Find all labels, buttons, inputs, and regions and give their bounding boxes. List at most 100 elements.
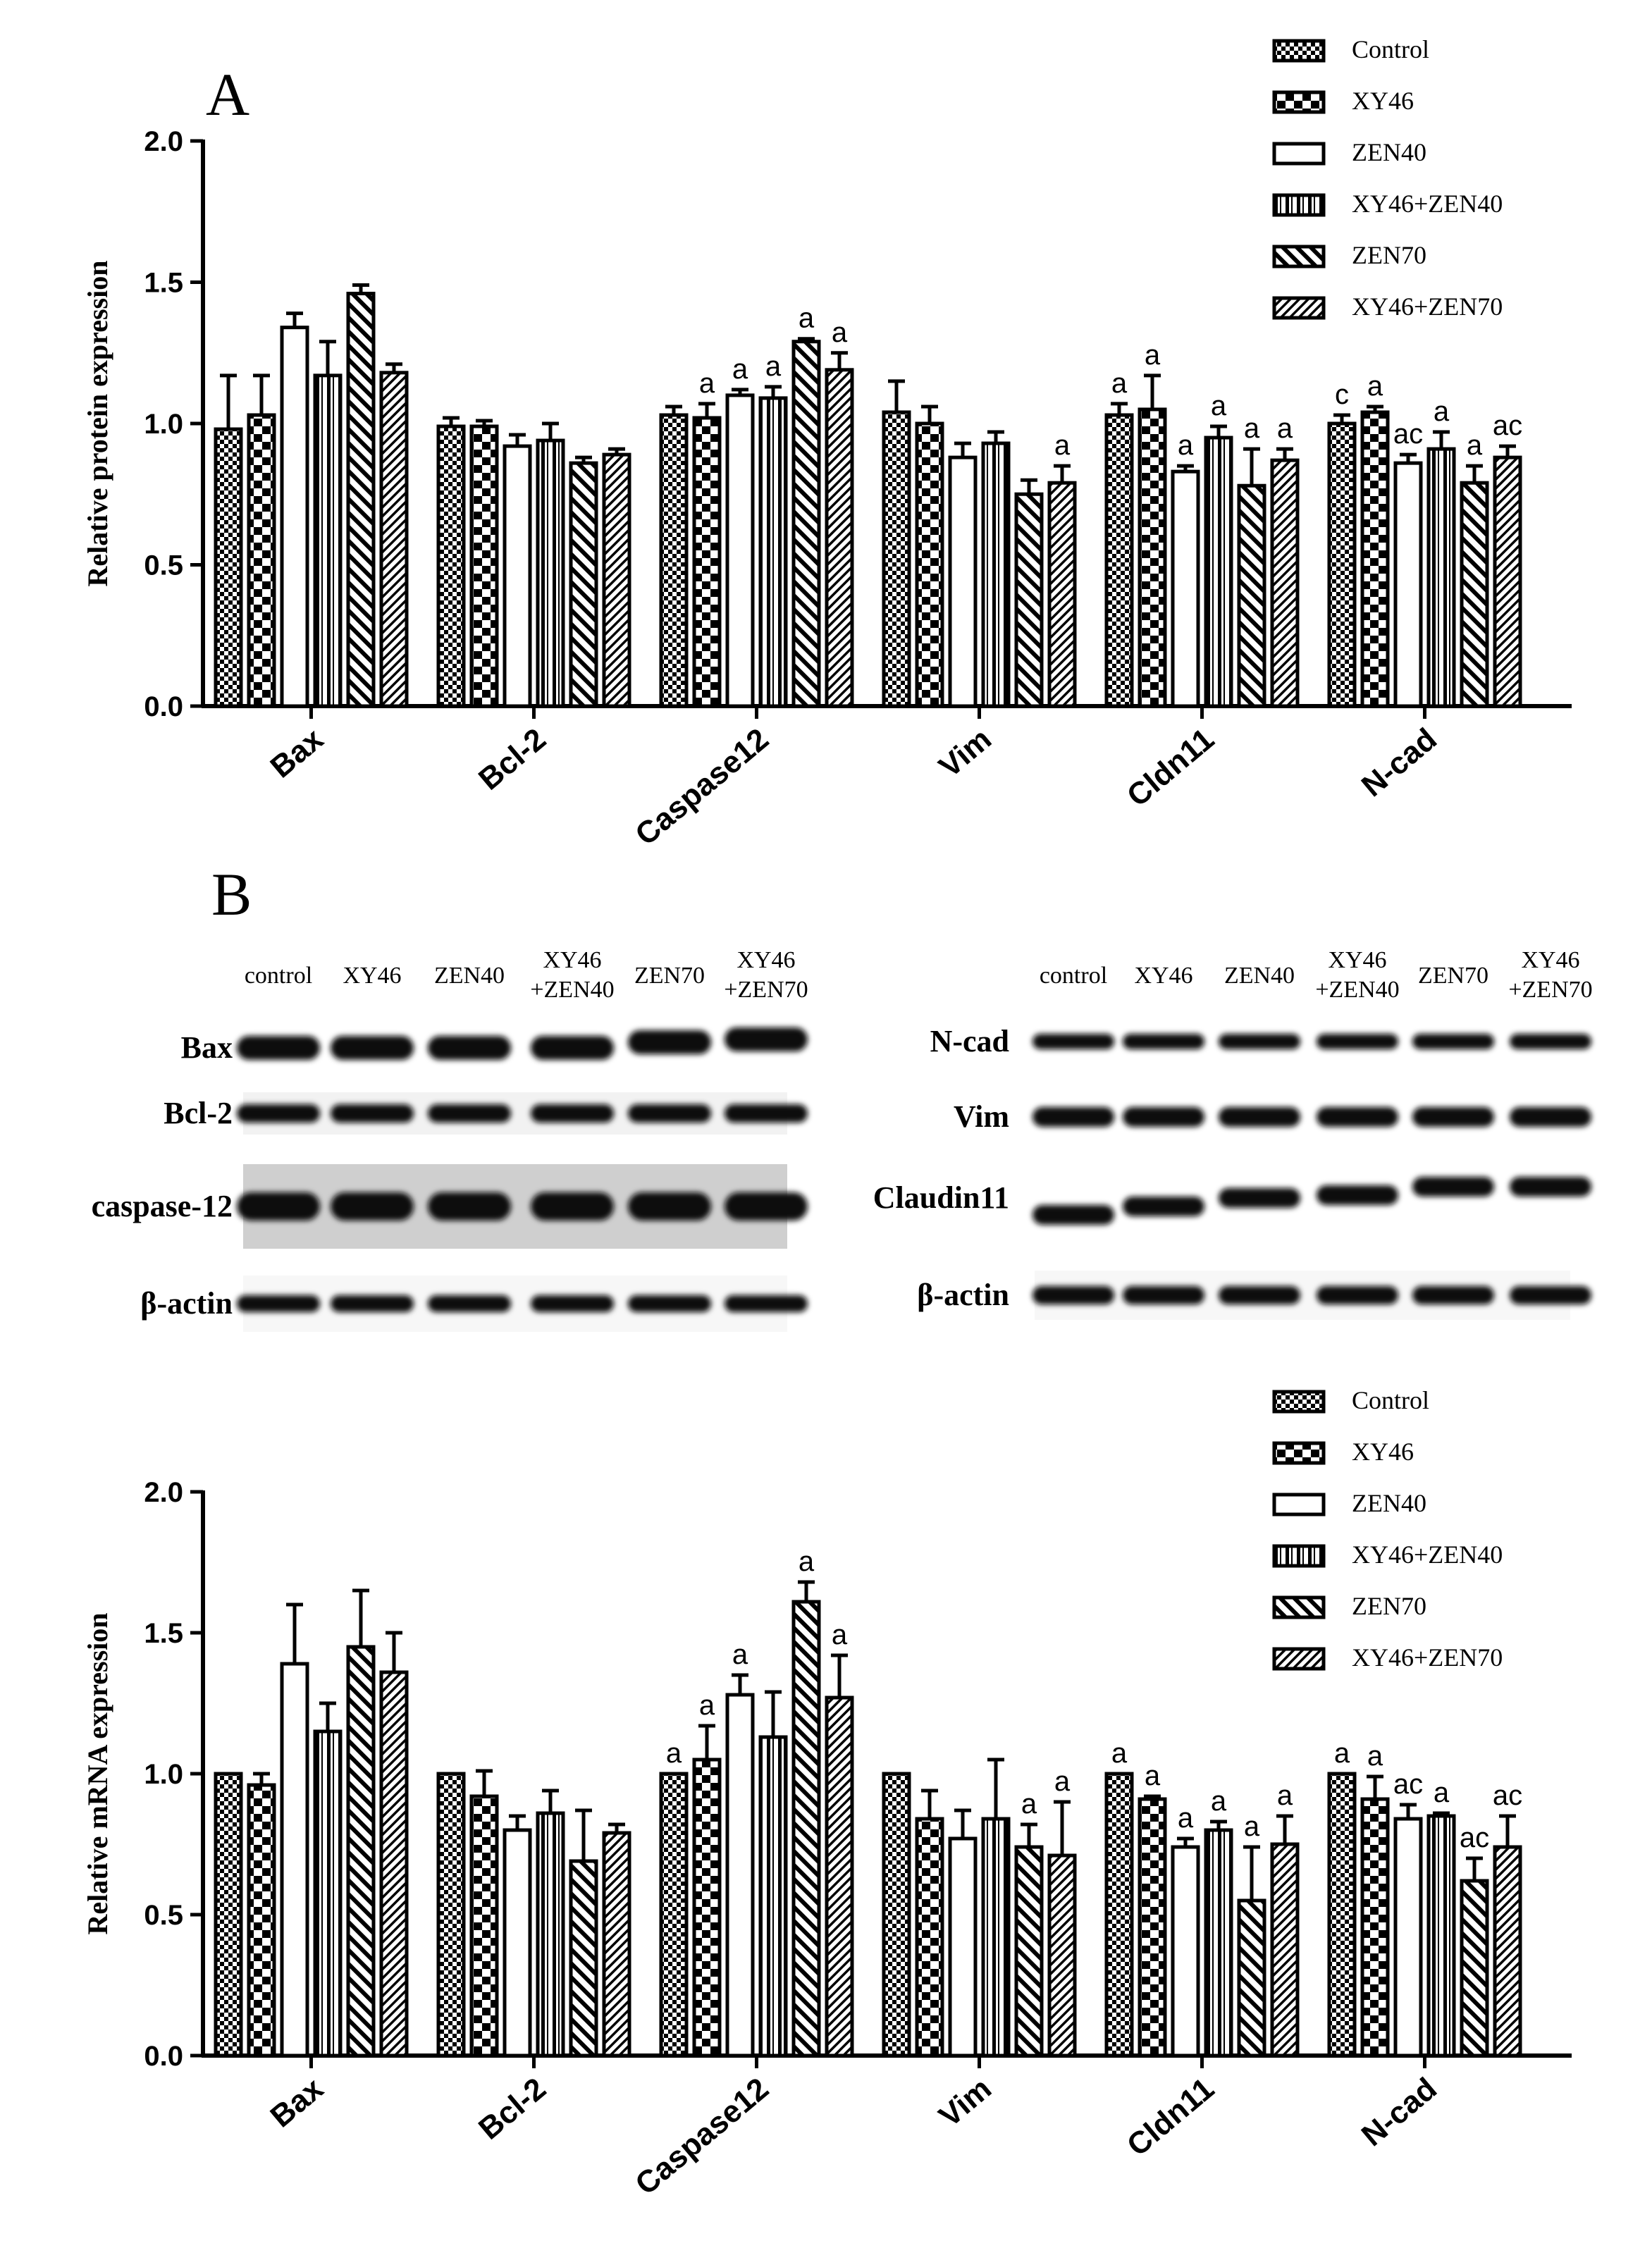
bar <box>1047 481 1077 708</box>
legend-swatch <box>1272 1493 1326 1517</box>
blot-lane-label: XY46 <box>1134 963 1192 989</box>
legend-swatch <box>1272 193 1326 217</box>
bar <box>1237 1898 1266 2058</box>
blot-band <box>1032 1034 1114 1049</box>
bar <box>536 1811 565 2058</box>
category-label: Vim <box>932 2071 998 2134</box>
blot-lane-label: XY46 <box>1328 947 1386 973</box>
protein-chart-legend: Control XY46 ZEN40 XY46+ZEN40 ZEN70 XY46+ZEN7… <box>1272 35 1503 321</box>
bar <box>1393 1817 1423 2058</box>
significance-label: a <box>1054 430 1071 461</box>
blot-band <box>1123 1197 1204 1216</box>
bar <box>1047 1853 1077 2058</box>
blot-band <box>531 1036 614 1060</box>
significance-label: a <box>732 354 748 385</box>
category-label: Bax <box>264 2071 331 2135</box>
panel-b-label: B <box>211 860 252 928</box>
bar <box>825 368 854 708</box>
bar <box>346 292 376 708</box>
blot-lane-label: +ZEN40 <box>1315 977 1399 1003</box>
significance-label: ac <box>1493 1780 1522 1811</box>
legend-label: Control <box>1352 1386 1429 1414</box>
bar <box>915 421 944 708</box>
bar <box>981 1817 1011 2058</box>
bar <box>469 1794 499 2058</box>
significance-label: a <box>1178 430 1194 461</box>
category-label: Caspase12 <box>629 722 775 852</box>
blot-lane-label: +ZEN70 <box>724 977 808 1003</box>
significance-label: a <box>1145 340 1161 371</box>
bar <box>1393 461 1423 708</box>
significance-label: a <box>666 1738 682 1769</box>
significance-label: ac <box>1460 1822 1489 1853</box>
bar <box>503 444 532 708</box>
bar <box>659 1772 689 2058</box>
bar <box>536 438 565 708</box>
blot-lane-label: XY46 <box>736 947 795 973</box>
significance-label: a <box>1021 1789 1037 1820</box>
y-tick-label: 0.5 <box>144 550 183 581</box>
blot-band <box>1123 1286 1204 1304</box>
bar <box>1460 481 1489 708</box>
significance-label: a <box>1434 396 1450 427</box>
legend-swatch <box>1272 245 1326 268</box>
legend-label: XY46 <box>1352 1438 1414 1466</box>
bar <box>1171 1845 1200 2058</box>
bar <box>1360 410 1390 708</box>
significance-label: a <box>1211 390 1227 421</box>
bar <box>469 424 499 708</box>
bar <box>948 455 978 708</box>
y-tick-label: 0.0 <box>144 691 183 722</box>
y-tick-label: 1.0 <box>144 1759 183 1790</box>
blot-band <box>1510 1286 1591 1304</box>
bar <box>948 1836 978 2058</box>
significance-label: a <box>1211 1786 1227 1817</box>
significance-label: a <box>765 351 782 382</box>
blot-band <box>628 1192 711 1221</box>
blot-band <box>1219 1188 1300 1208</box>
blot-band <box>237 1104 320 1123</box>
blot-band <box>628 1030 711 1054</box>
legend-label: ZEN70 <box>1352 1592 1426 1620</box>
bar <box>1460 1879 1489 2058</box>
y-tick-label: 2.0 <box>144 1477 183 1508</box>
bar <box>692 416 722 708</box>
bar <box>1270 1842 1300 2058</box>
blot-lane-label: +ZEN40 <box>530 977 614 1003</box>
blot-band <box>725 1027 808 1051</box>
significance-label: ac <box>1393 1769 1423 1800</box>
y-axis-label: Relative protein expression <box>82 261 113 587</box>
blot-band <box>1510 1177 1591 1197</box>
bar <box>1104 1772 1134 2058</box>
legend-label: ZEN70 <box>1352 241 1426 269</box>
blot-band <box>428 1104 511 1123</box>
bar <box>1360 1797 1390 2058</box>
blot-band <box>1219 1107 1300 1127</box>
blot-band <box>428 1036 511 1060</box>
blot-lane-label: XY46 <box>1521 947 1579 973</box>
panel-a-label: A <box>206 61 249 128</box>
bar <box>882 1772 911 2058</box>
blot-band <box>628 1104 711 1123</box>
significance-label: a <box>699 1690 715 1721</box>
y-tick-label: 1.5 <box>144 1618 183 1649</box>
bar <box>882 410 911 708</box>
category-label: Bcl-2 <box>472 2071 553 2146</box>
y-tick-label: 0.5 <box>144 1900 183 1931</box>
blot-row-label: β-actin <box>140 1286 233 1321</box>
category-label: N-cad <box>1355 2071 1443 2153</box>
significance-label: a <box>799 303 815 334</box>
blot-lane-label: ZEN40 <box>1224 963 1295 989</box>
bar <box>915 1817 944 2058</box>
blot-band <box>628 1295 711 1312</box>
blot-lane-label: XY46 <box>343 963 401 989</box>
blot-band <box>725 1104 808 1123</box>
category-label: Bax <box>264 722 331 785</box>
bar <box>569 461 598 708</box>
significance-label: a <box>1111 368 1128 399</box>
protein-expression-chart: 0.0 0.5 1.0 1.5 2.0 Relative protein expressi… <box>82 126 1572 852</box>
bar <box>379 371 409 708</box>
bar <box>436 1772 466 2058</box>
bar <box>1327 421 1357 708</box>
